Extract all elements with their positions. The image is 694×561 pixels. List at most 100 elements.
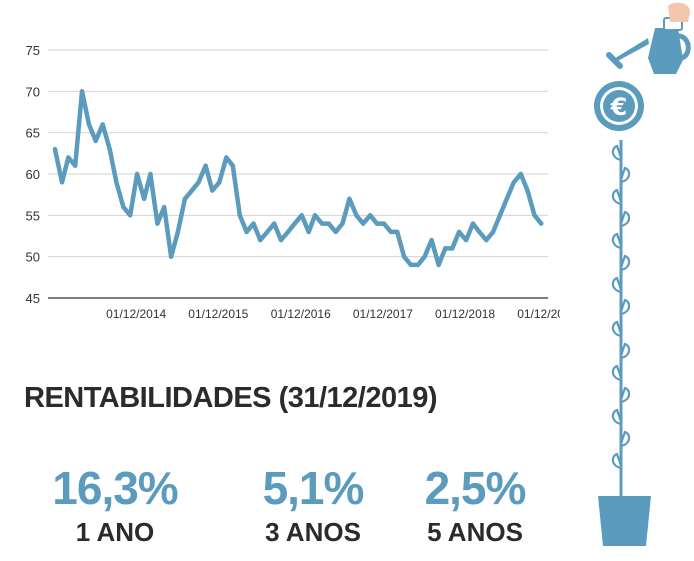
data-point xyxy=(401,254,407,259)
data-point xyxy=(182,196,188,201)
return-3-years: 5,1% 3 ANOS xyxy=(223,462,403,548)
return-period-label: 1 ANO xyxy=(75,517,155,547)
data-point xyxy=(532,213,537,218)
data-point xyxy=(525,188,530,193)
data-point xyxy=(470,221,476,226)
data-point xyxy=(518,171,523,177)
x-tick-label: 01/12/2014 xyxy=(106,307,166,321)
x-tick-label: 01/12/2019 xyxy=(517,307,560,321)
data-point xyxy=(511,180,516,185)
leaf-icon xyxy=(619,298,631,316)
data-point xyxy=(539,221,544,226)
leaf-icon xyxy=(611,452,623,470)
data-point xyxy=(463,237,469,243)
leaf-icon xyxy=(611,276,623,294)
data-point xyxy=(278,237,284,243)
data-point xyxy=(93,138,98,144)
leaf-icon xyxy=(611,364,623,382)
data-point xyxy=(196,180,201,185)
leaf-icon xyxy=(619,430,631,448)
data-point xyxy=(361,221,366,226)
data-point xyxy=(265,229,270,235)
y-tick-label: 55 xyxy=(26,208,40,223)
return-period-label: 3 ANOS xyxy=(265,517,361,547)
x-tick-label: 01/12/2018 xyxy=(435,307,495,321)
returns-title: RENTABILIDADES (31/12/2019) xyxy=(24,382,438,414)
data-point xyxy=(347,196,352,201)
leaf-icon xyxy=(611,408,623,426)
data-point xyxy=(141,196,147,201)
y-tick-label: 50 xyxy=(26,250,40,265)
data-point xyxy=(59,180,65,185)
data-point xyxy=(217,180,222,185)
leaf-icon xyxy=(619,210,631,228)
data-point xyxy=(504,196,509,201)
return-value: 5,1% xyxy=(262,462,365,514)
data-point xyxy=(100,122,105,127)
euro-coin-icon: € xyxy=(594,81,644,131)
data-point xyxy=(477,229,482,235)
data-point xyxy=(415,262,421,268)
return-value: 16,3% xyxy=(52,462,178,514)
data-point xyxy=(484,237,489,243)
data-point xyxy=(354,213,359,218)
y-tick-label: 45 xyxy=(26,291,40,306)
data-point xyxy=(155,221,160,226)
return-5-years: 2,5% 5 ANOS xyxy=(385,462,565,548)
euro-symbol: € xyxy=(610,93,628,121)
data-point xyxy=(422,254,427,259)
return-1-year: 16,3% 1 ANO xyxy=(25,462,205,548)
x-tick-label: 01/12/2017 xyxy=(353,307,413,321)
leaf-icon xyxy=(619,386,631,404)
leaf-icon xyxy=(619,254,631,272)
data-point xyxy=(114,180,119,185)
data-point xyxy=(340,221,345,226)
data-point xyxy=(52,147,58,152)
data-point xyxy=(497,213,503,218)
data-point xyxy=(443,246,448,251)
data-point xyxy=(230,163,235,168)
leaf-icon xyxy=(611,144,623,162)
y-tick-label: 75 xyxy=(26,43,40,58)
series-line xyxy=(52,89,544,268)
data-point xyxy=(319,221,325,226)
leaf-icon xyxy=(619,166,631,184)
data-point xyxy=(368,213,373,218)
data-point xyxy=(128,213,133,218)
data-point xyxy=(66,155,71,160)
data-point xyxy=(312,213,318,218)
y-tick-label: 60 xyxy=(26,167,40,182)
data-point xyxy=(168,254,174,259)
data-point xyxy=(456,229,462,235)
data-point xyxy=(148,171,153,177)
data-point xyxy=(162,204,167,210)
data-point xyxy=(244,229,249,235)
data-point xyxy=(306,229,311,235)
data-point xyxy=(374,221,380,226)
data-point xyxy=(107,147,112,152)
flower-pot-icon xyxy=(598,496,651,546)
y-axis-ticks: 45 50 55 60 65 70 75 xyxy=(26,43,40,306)
data-point xyxy=(175,229,181,235)
data-point xyxy=(326,221,331,226)
x-tick-label: 01/12/2015 xyxy=(188,307,248,321)
data-point xyxy=(436,262,441,268)
return-value: 2,5% xyxy=(424,462,527,514)
x-tick-label: 01/12/2016 xyxy=(271,307,331,321)
data-point xyxy=(251,221,256,226)
y-tick-label: 70 xyxy=(26,84,40,99)
data-point xyxy=(237,213,242,218)
data-point xyxy=(272,221,277,226)
data-point xyxy=(450,246,455,251)
x-axis-ticks: 01/12/2014 01/12/2015 01/12/2016 01/12/2017… xyxy=(106,307,560,321)
return-period-label: 5 ANOS xyxy=(427,517,523,547)
data-point xyxy=(86,122,92,127)
data-point xyxy=(73,163,78,168)
watering-can-icon xyxy=(606,2,691,74)
data-point xyxy=(121,204,126,210)
leaf-icon xyxy=(611,188,623,206)
data-point xyxy=(490,229,496,235)
leaf-icon xyxy=(619,342,631,360)
data-point xyxy=(408,262,414,268)
